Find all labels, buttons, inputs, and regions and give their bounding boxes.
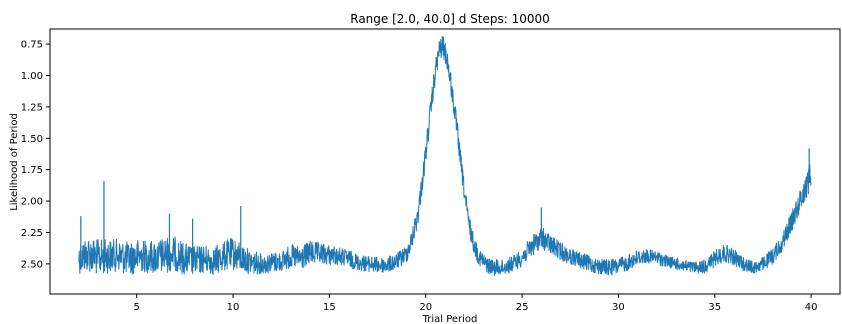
plot-area [78, 35, 812, 277]
x-tick-label: 5 [134, 302, 140, 313]
y-tick-label: 1.75 [21, 165, 43, 176]
y-tick-label: 0.75 [21, 40, 43, 51]
y-axis: 0.75 1.00 1.25 1.50 1.75 2.00 2.25 2.50 [21, 40, 50, 270]
plot-frame [49, 28, 841, 295]
x-tick-label: 40 [805, 302, 818, 313]
x-tick-label: 20 [419, 302, 432, 313]
y-tick-label: 1.25 [21, 102, 43, 113]
x-tick-label: 30 [612, 302, 625, 313]
y-tick-label: 2.00 [21, 197, 43, 208]
y-tick-label: 2.50 [21, 259, 43, 270]
x-tick-label: 35 [708, 302, 721, 313]
y-axis-label: Likelihood of Period [9, 113, 20, 211]
y-tick-label: 1.50 [21, 134, 43, 145]
x-tick-label: 10 [227, 302, 240, 313]
y-tick-label: 1.00 [21, 71, 43, 82]
x-axis-label: Trial Period [422, 314, 478, 324]
y-tick-label: 2.25 [21, 228, 43, 239]
x-axis: 5 10 15 20 25 30 35 40 [134, 294, 818, 313]
series-line [78, 35, 812, 277]
series-spikes [80, 148, 810, 261]
chart-title: Range [2.0, 40.0] d Steps: 10000 [350, 12, 550, 26]
x-tick-label: 25 [516, 302, 529, 313]
x-tick-label: 15 [323, 302, 336, 313]
